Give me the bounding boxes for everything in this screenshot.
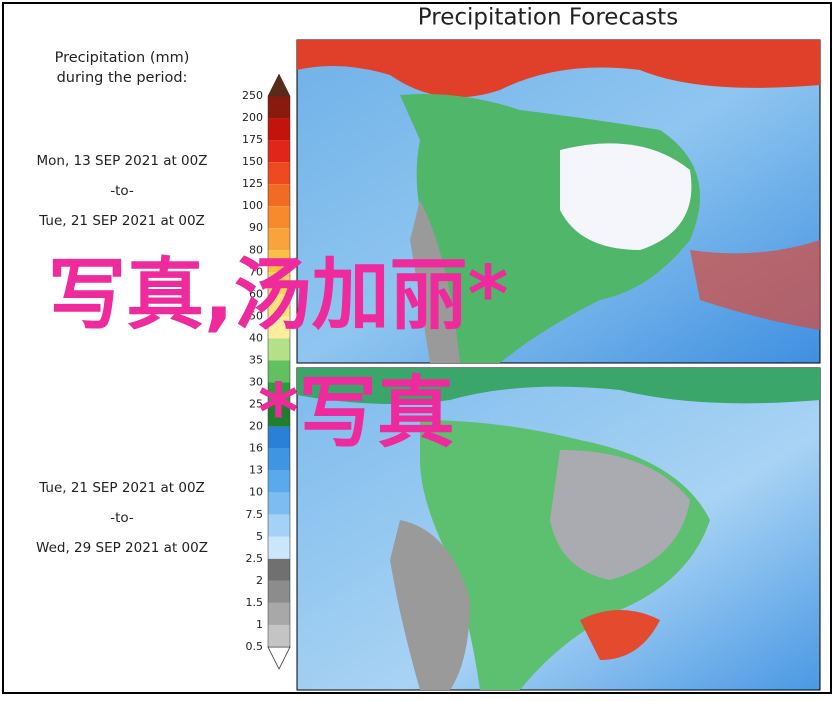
period-start: Mon, 13 SEP 2021 at 00Z <box>37 153 208 169</box>
colorbar-segment <box>268 404 290 427</box>
colorbar-segment <box>268 382 290 405</box>
colorbar-segment <box>268 338 290 361</box>
colorbar-segment <box>268 558 290 581</box>
colorbar-segment <box>268 96 290 119</box>
colorbar-label: 2.5 <box>246 552 264 565</box>
period-separator: -to- <box>110 183 134 199</box>
period-start: Tue, 21 SEP 2021 at 00Z <box>38 480 205 496</box>
colorbar-label: 16 <box>249 442 263 455</box>
colorbar-segment <box>268 536 290 559</box>
colorbar-label: 35 <box>249 353 263 366</box>
colorbar-label: 7.5 <box>246 508 264 521</box>
colorbar-label: 0.5 <box>246 640 264 653</box>
colorbar-segment <box>268 294 290 317</box>
period-end: Tue, 21 SEP 2021 at 00Z <box>38 213 205 229</box>
colorbar-segment <box>268 470 290 493</box>
colorbar-label: 200 <box>242 111 263 124</box>
colorbar-label: 100 <box>242 199 263 212</box>
colorbar-segment <box>268 316 290 339</box>
colorbar-label: 150 <box>242 155 263 168</box>
period-end: Wed, 29 SEP 2021 at 00Z <box>36 540 208 556</box>
colorbar-segment <box>268 360 290 383</box>
title: Precipitation Forecasts <box>418 5 678 31</box>
colorbar-segment <box>268 602 290 625</box>
colorbar-label: 1.5 <box>246 596 264 609</box>
colorbar-label: 60 <box>249 287 263 300</box>
colorbar-segment <box>268 140 290 163</box>
colorbar-segment <box>268 206 290 229</box>
colorbar-segment <box>268 118 290 141</box>
colorbar-label: 175 <box>242 133 263 146</box>
colorbar-segment <box>268 228 290 251</box>
overlay-text: 写真,汤加丽* <box>48 250 508 340</box>
colorbar-segment <box>268 272 290 295</box>
colorbar-segment <box>268 184 290 207</box>
colorbar-label: 13 <box>249 464 263 477</box>
colorbar-label: 25 <box>249 398 263 411</box>
colorbar-segment <box>268 580 290 603</box>
colorbar-segment <box>268 250 290 273</box>
colorbar-label: 40 <box>249 331 263 344</box>
colorbar-segment <box>268 426 290 449</box>
colorbar-segment <box>268 492 290 515</box>
colorbar-label: 250 <box>242 89 263 102</box>
colorbar-label: 50 <box>249 309 263 322</box>
map-top <box>296 39 821 364</box>
colorbar-label: 1 <box>256 618 263 631</box>
colorbar-label: 90 <box>249 221 263 234</box>
colorbar-segment <box>268 624 290 647</box>
legend-title: Precipitation (mm) <box>55 50 190 66</box>
colorbar-label: 30 <box>249 376 263 389</box>
period-separator: -to- <box>110 510 134 526</box>
colorbar-segment <box>268 514 290 537</box>
legend-title: during the period: <box>57 70 188 86</box>
colorbar-label: 80 <box>249 243 263 256</box>
colorbar-segment <box>268 448 290 471</box>
colorbar-label: 10 <box>249 486 263 499</box>
colorbar-segment <box>268 162 290 185</box>
colorbar-label: 125 <box>242 177 263 190</box>
colorbar-label: 70 <box>249 265 263 278</box>
colorbar-label: 5 <box>256 530 263 543</box>
map-bottom <box>296 367 821 691</box>
colorbar: 2502001751501251009080706050403530252016… <box>242 73 291 670</box>
colorbar-label: 2 <box>256 574 263 587</box>
colorbar-label: 20 <box>249 420 263 433</box>
overlay-text: *写真 <box>258 368 455 458</box>
colorbar-outline <box>267 95 291 648</box>
